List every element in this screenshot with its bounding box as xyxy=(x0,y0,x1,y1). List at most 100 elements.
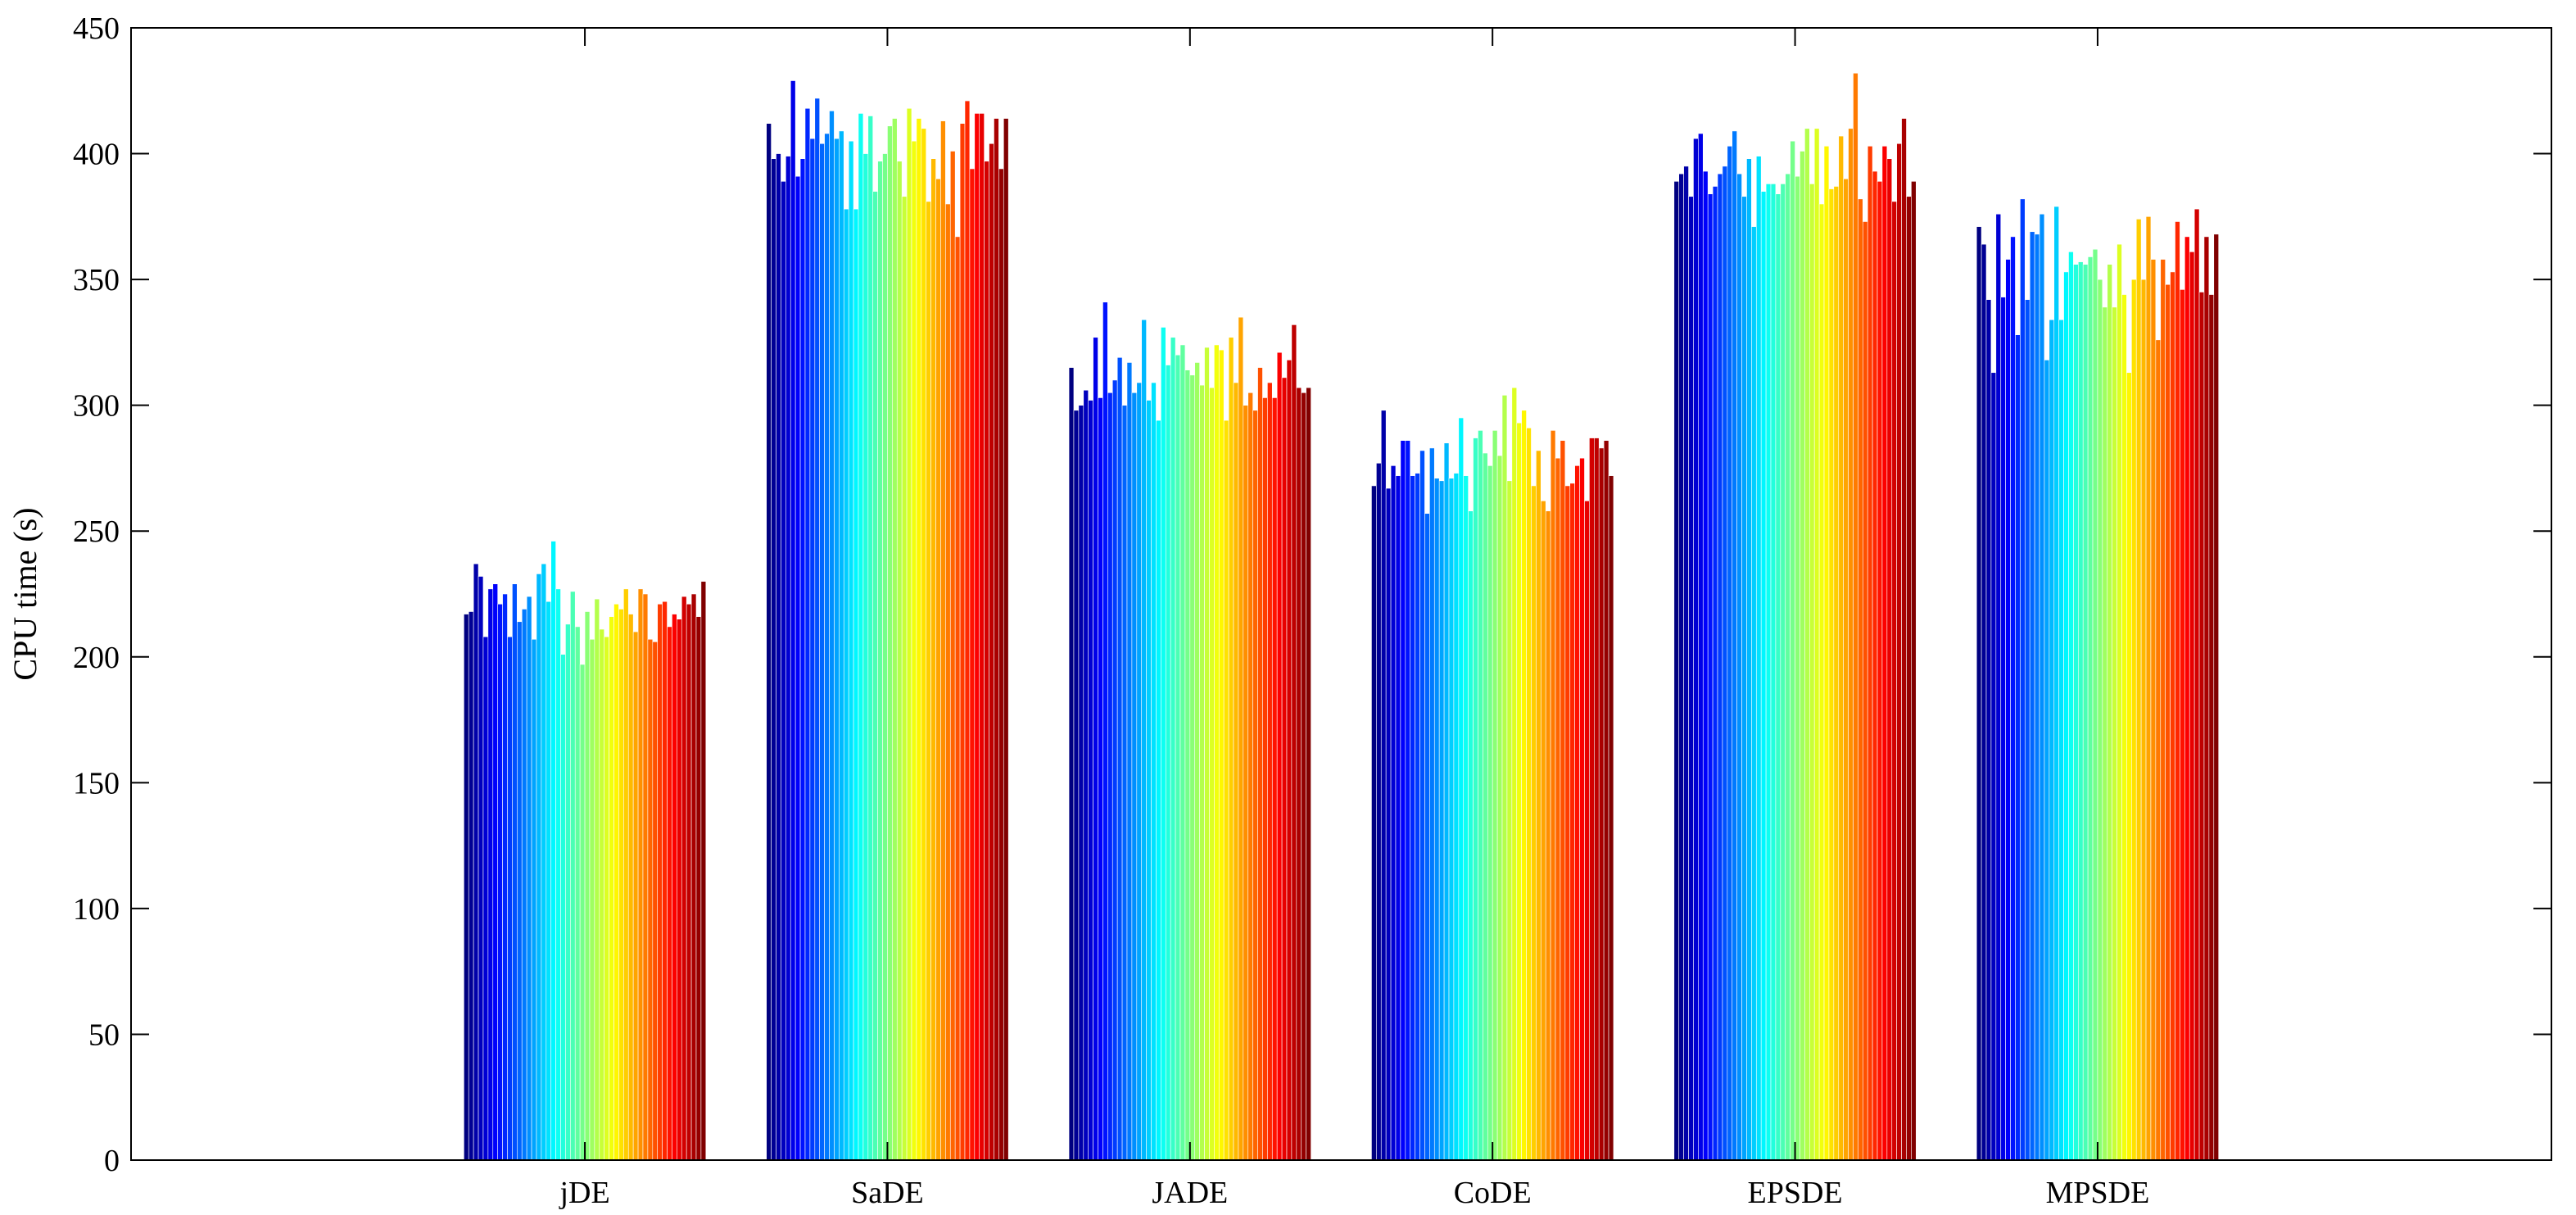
bar xyxy=(1574,465,1580,1161)
bar xyxy=(1579,457,1585,1161)
bar xyxy=(1003,118,1009,1161)
bar xyxy=(1584,501,1590,1161)
bar xyxy=(1247,392,1253,1161)
bar xyxy=(1083,389,1089,1161)
bar xyxy=(843,208,849,1161)
bar xyxy=(1380,410,1387,1161)
bar xyxy=(1506,480,1513,1161)
bar xyxy=(1306,387,1311,1161)
bar xyxy=(1463,475,1469,1161)
bar xyxy=(1765,184,1772,1161)
bar xyxy=(632,631,639,1161)
bar xyxy=(853,208,859,1161)
bar xyxy=(1981,243,1987,1161)
bar xyxy=(1286,360,1293,1161)
bar xyxy=(1732,130,1737,1161)
bar xyxy=(2087,256,2094,1161)
bar xyxy=(1194,362,1200,1161)
bar xyxy=(1267,382,1273,1161)
bar xyxy=(1448,478,1455,1161)
bar xyxy=(1468,510,1474,1161)
bar xyxy=(1170,337,1176,1161)
bar xyxy=(1262,397,1268,1161)
bar xyxy=(1107,392,1113,1161)
bar xyxy=(2015,334,2021,1161)
bar xyxy=(1722,165,1728,1161)
bar xyxy=(781,181,786,1161)
x-tick-label: MPSDE xyxy=(2046,1176,2150,1210)
bar xyxy=(877,161,883,1161)
bar xyxy=(1833,186,1840,1161)
bar xyxy=(517,621,523,1161)
bar xyxy=(609,616,614,1161)
bar xyxy=(1233,382,1239,1161)
bar xyxy=(1151,382,1157,1161)
bar xyxy=(1886,158,1893,1161)
bar xyxy=(627,614,634,1161)
bar xyxy=(906,107,912,1161)
bar xyxy=(1678,173,1684,1161)
bar xyxy=(790,80,796,1161)
bar xyxy=(1424,513,1430,1161)
bar xyxy=(2068,252,2074,1161)
bar xyxy=(1483,452,1488,1161)
bar xyxy=(1136,382,1143,1161)
bar xyxy=(1712,186,1718,1161)
bar xyxy=(1746,158,1752,1161)
bar xyxy=(1741,196,1747,1161)
bar xyxy=(672,614,677,1161)
bar xyxy=(1594,437,1600,1161)
bar xyxy=(858,113,864,1161)
bar xyxy=(1755,156,1762,1161)
y-tick-label: 300 xyxy=(73,389,120,424)
bar xyxy=(1496,455,1503,1161)
bar xyxy=(1608,475,1614,1161)
bar xyxy=(1603,440,1609,1161)
bar xyxy=(526,596,532,1161)
bar xyxy=(984,161,989,1161)
bar xyxy=(1271,397,1278,1161)
bar xyxy=(1204,347,1210,1161)
bar xyxy=(1121,405,1128,1161)
bar xyxy=(677,619,682,1161)
bar xyxy=(1863,221,1868,1161)
bar xyxy=(1891,201,1897,1161)
bar xyxy=(989,143,994,1161)
bar xyxy=(766,123,772,1161)
bar xyxy=(473,563,479,1161)
bar xyxy=(1165,365,1171,1161)
bar xyxy=(1068,367,1075,1161)
bar xyxy=(1785,173,1791,1161)
bar xyxy=(2160,259,2166,1161)
bar xyxy=(618,609,624,1161)
bar xyxy=(862,153,869,1161)
bar xyxy=(1209,387,1215,1161)
bar xyxy=(1395,475,1401,1161)
bar xyxy=(1828,188,1835,1161)
bar xyxy=(599,628,604,1161)
bar xyxy=(1098,397,1103,1161)
bar xyxy=(507,636,513,1161)
bar xyxy=(584,611,591,1161)
bar xyxy=(1770,184,1777,1161)
bar xyxy=(969,168,976,1161)
bar xyxy=(2213,233,2219,1161)
bar xyxy=(1751,226,1757,1161)
bar xyxy=(1540,501,1546,1161)
bar xyxy=(565,623,571,1161)
bar xyxy=(959,123,966,1161)
bar xyxy=(1443,442,1450,1161)
x-tick-label: EPSDE xyxy=(1747,1176,1842,1210)
bar xyxy=(1848,128,1854,1161)
bar xyxy=(1516,422,1522,1161)
bar xyxy=(2184,236,2190,1161)
bar xyxy=(911,140,917,1161)
bar xyxy=(2170,271,2175,1161)
bar xyxy=(662,601,668,1161)
bar xyxy=(2097,279,2103,1161)
bar-group-CoDE xyxy=(1371,387,1614,1161)
bar xyxy=(926,201,931,1161)
bar xyxy=(1458,417,1465,1161)
bar xyxy=(1823,146,1830,1161)
